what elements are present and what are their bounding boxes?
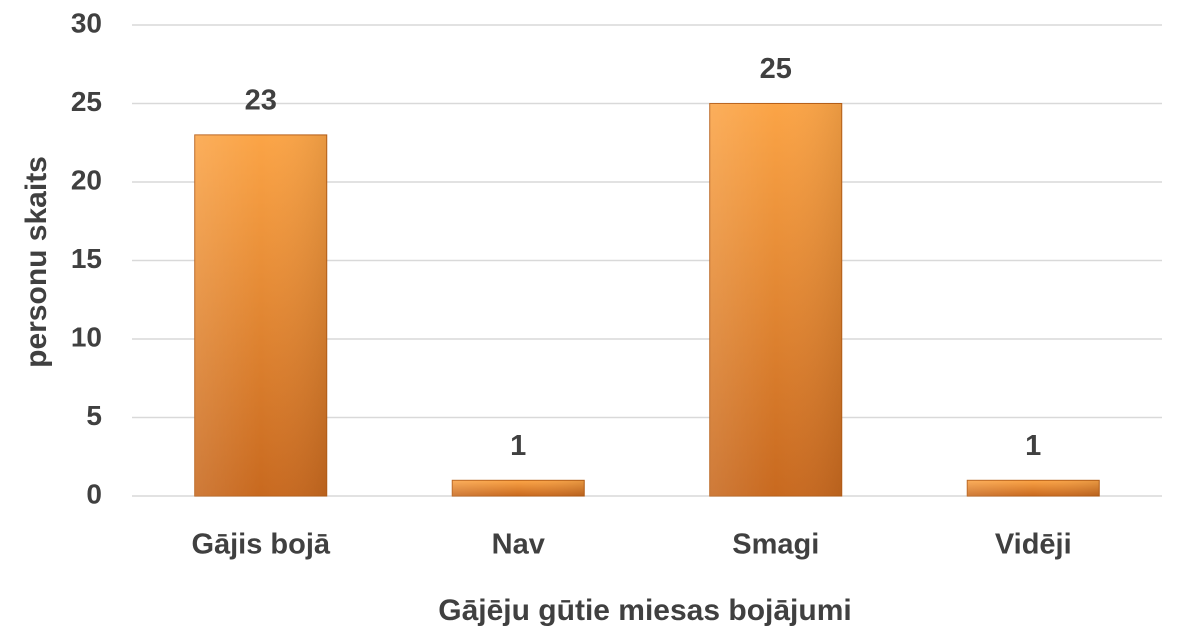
- value-label: 25: [760, 53, 792, 85]
- x-tick-label: Gājis bojā: [191, 529, 330, 561]
- x-tick-label: Smagi: [732, 529, 819, 561]
- bar: [451, 479, 585, 497]
- y-tick-label: 0: [86, 478, 102, 509]
- bar: [194, 134, 328, 497]
- y-tick-label: 5: [86, 400, 102, 431]
- y-tick-label: 15: [71, 243, 102, 274]
- y-axis-title: personu skaits: [20, 156, 53, 368]
- y-tick-label: 20: [71, 164, 102, 195]
- bar: [709, 103, 843, 497]
- bar: [966, 479, 1100, 497]
- y-tick-label: 25: [71, 86, 102, 117]
- value-label: 1: [510, 430, 526, 462]
- y-tick-label: 10: [71, 321, 102, 352]
- x-axis-title: Gājēju gūtie miesas bojājumi: [438, 594, 851, 627]
- value-label: 1: [1025, 430, 1041, 462]
- x-tick-label: Vidēji: [995, 529, 1072, 561]
- x-tick-label: Nav: [492, 529, 545, 561]
- y-tick-label: 30: [71, 7, 102, 38]
- value-label: 23: [245, 85, 277, 117]
